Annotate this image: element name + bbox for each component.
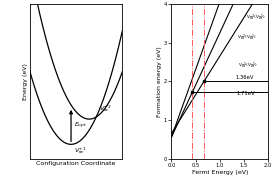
X-axis label: Configuration Coordinate: Configuration Coordinate <box>36 161 116 166</box>
Text: $V_{ta}^{+1}$: $V_{ta}^{+1}$ <box>74 145 86 156</box>
Text: V$_{ta}^{-2}$(V$_{ta}^{-1}$): V$_{ta}^{-2}$(V$_{ta}^{-1}$) <box>246 12 266 23</box>
Y-axis label: Formation energy (eV): Formation energy (eV) <box>157 46 162 117</box>
Text: V$_{ta}^{-2}$(V$_{ta}^{-1}$): V$_{ta}^{-2}$(V$_{ta}^{-1}$) <box>237 33 257 43</box>
Text: $E_{opt}$: $E_{opt}$ <box>74 121 87 131</box>
Text: $V_{ta}^{+2}$: $V_{ta}^{+2}$ <box>99 104 112 114</box>
Y-axis label: Energy (eV): Energy (eV) <box>23 63 28 100</box>
Text: V$_{ta}^{-1}$(V$_{ta}^{-1}$): V$_{ta}^{-1}$(V$_{ta}^{-1}$) <box>238 60 259 71</box>
X-axis label: Fermi Energy (eV): Fermi Energy (eV) <box>192 170 248 175</box>
Text: 1.71eV: 1.71eV <box>237 91 255 96</box>
Text: 1.36eV: 1.36eV <box>235 75 254 80</box>
